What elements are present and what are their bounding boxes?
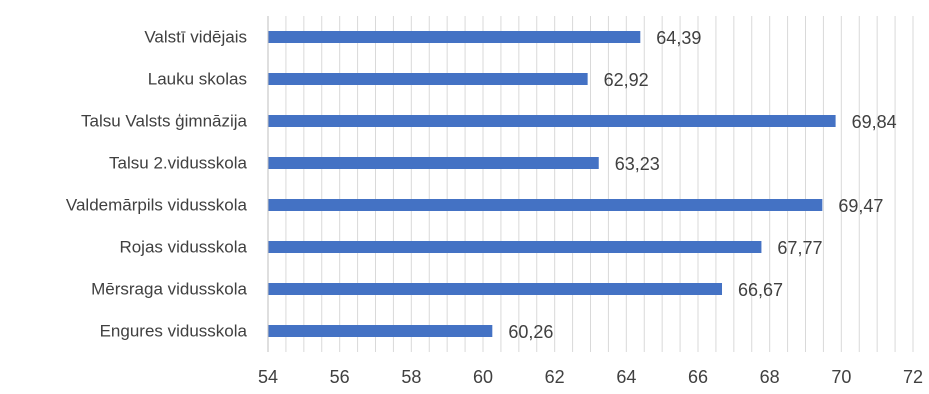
bar	[268, 199, 823, 211]
x-tick-label: 62	[545, 367, 565, 387]
data-label: 62,92	[604, 70, 649, 90]
data-label: 69,84	[852, 112, 897, 132]
x-tick-label: 70	[831, 367, 851, 387]
data-label: 67,77	[777, 238, 822, 258]
category-label: Valdemārpils vidusskola	[66, 196, 248, 215]
data-label: 66,67	[738, 280, 783, 300]
data-label: 63,23	[615, 154, 660, 174]
x-tick-label: 56	[330, 367, 350, 387]
grid-lines	[285, 16, 914, 352]
category-label: Mērsraga vidusskola	[91, 280, 247, 299]
bar	[268, 157, 599, 169]
bar	[268, 31, 641, 43]
category-label: Rojas vidusskola	[119, 238, 247, 257]
category-label: Engures vidusskola	[100, 322, 248, 341]
category-label: Valstī vidējais	[144, 28, 247, 47]
category-label: Talsu Valsts ģimnāzija	[81, 112, 248, 131]
value-labels: 64,39 62,92 69,84 63,23 69,47 67,77 66,67 60,26	[508, 28, 896, 342]
x-tick-label: 72	[903, 367, 923, 387]
category-labels: Valstī vidējais Lauku skolas Talsu Valsts …	[66, 28, 248, 341]
bar	[268, 115, 836, 127]
bars-group	[268, 31, 836, 337]
bar	[268, 283, 723, 295]
data-label: 60,26	[508, 322, 553, 342]
x-tick-label: 66	[688, 367, 708, 387]
bar	[268, 73, 588, 85]
x-tick-label: 68	[760, 367, 780, 387]
bar	[268, 241, 762, 253]
x-axis-ticks: 54 56 58 60 62 64 66 68 70 72	[258, 367, 923, 387]
data-label: 64,39	[656, 28, 701, 48]
x-tick-label: 60	[473, 367, 493, 387]
data-label: 69,47	[838, 196, 883, 216]
category-label: Lauku skolas	[148, 70, 247, 89]
x-tick-label: 58	[401, 367, 421, 387]
x-tick-label: 54	[258, 367, 278, 387]
bar	[268, 325, 493, 337]
x-tick-label: 64	[616, 367, 636, 387]
category-label: Talsu 2.vidusskola	[109, 154, 248, 173]
